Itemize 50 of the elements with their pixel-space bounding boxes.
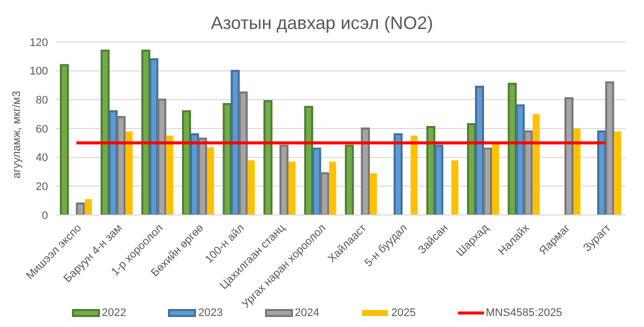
- bar: [492, 144, 500, 215]
- bar: [116, 116, 126, 215]
- bar: [370, 173, 377, 215]
- legend-label: 2024: [294, 307, 320, 319]
- bar: [344, 144, 354, 215]
- bar: [564, 97, 574, 215]
- bar: [483, 148, 492, 215]
- bar: [614, 131, 622, 215]
- y-tick-label: 100: [30, 66, 48, 78]
- legend-label: 2023: [197, 307, 223, 319]
- y-tick-label: 0: [42, 210, 48, 222]
- y-tick-label: 20: [36, 181, 48, 194]
- bar: [279, 144, 288, 215]
- bar: [605, 81, 614, 215]
- bar: [475, 86, 484, 215]
- bar: [60, 64, 69, 215]
- bar: [157, 98, 166, 215]
- bar: [263, 100, 272, 215]
- bar: [84, 199, 92, 215]
- bar: [149, 58, 158, 215]
- bar: [394, 133, 403, 215]
- legend-label: MNS4585:2025: [484, 307, 562, 319]
- bar: [166, 136, 174, 215]
- bar: [198, 138, 208, 215]
- bar: [100, 50, 110, 215]
- y-tick-label: 120: [30, 36, 48, 49]
- bar: [312, 148, 322, 215]
- bar: [238, 91, 248, 215]
- bar: [126, 131, 133, 215]
- y-tick-label: 80: [36, 94, 48, 107]
- bar: [360, 128, 370, 215]
- bar: [248, 160, 255, 215]
- bar: [410, 136, 418, 215]
- bar: [329, 162, 336, 215]
- legend-label: 2025: [390, 307, 416, 319]
- bar: [76, 202, 85, 215]
- bar: [434, 144, 444, 215]
- y-tick-label: 40: [36, 152, 48, 164]
- bar: [451, 160, 458, 215]
- bar: [304, 106, 314, 215]
- bar: [573, 128, 580, 215]
- bar: [207, 147, 214, 215]
- bar: [524, 130, 533, 215]
- bar: [288, 162, 296, 215]
- bar: [532, 114, 540, 215]
- chart-title: Азотын давхар исэл (NO2): [210, 12, 434, 35]
- y-axis-title: агууламж, мкг/м3: [10, 90, 23, 178]
- bar: [320, 172, 330, 215]
- y-tick-label: 60: [36, 123, 48, 136]
- legend-label: 2022: [100, 307, 126, 319]
